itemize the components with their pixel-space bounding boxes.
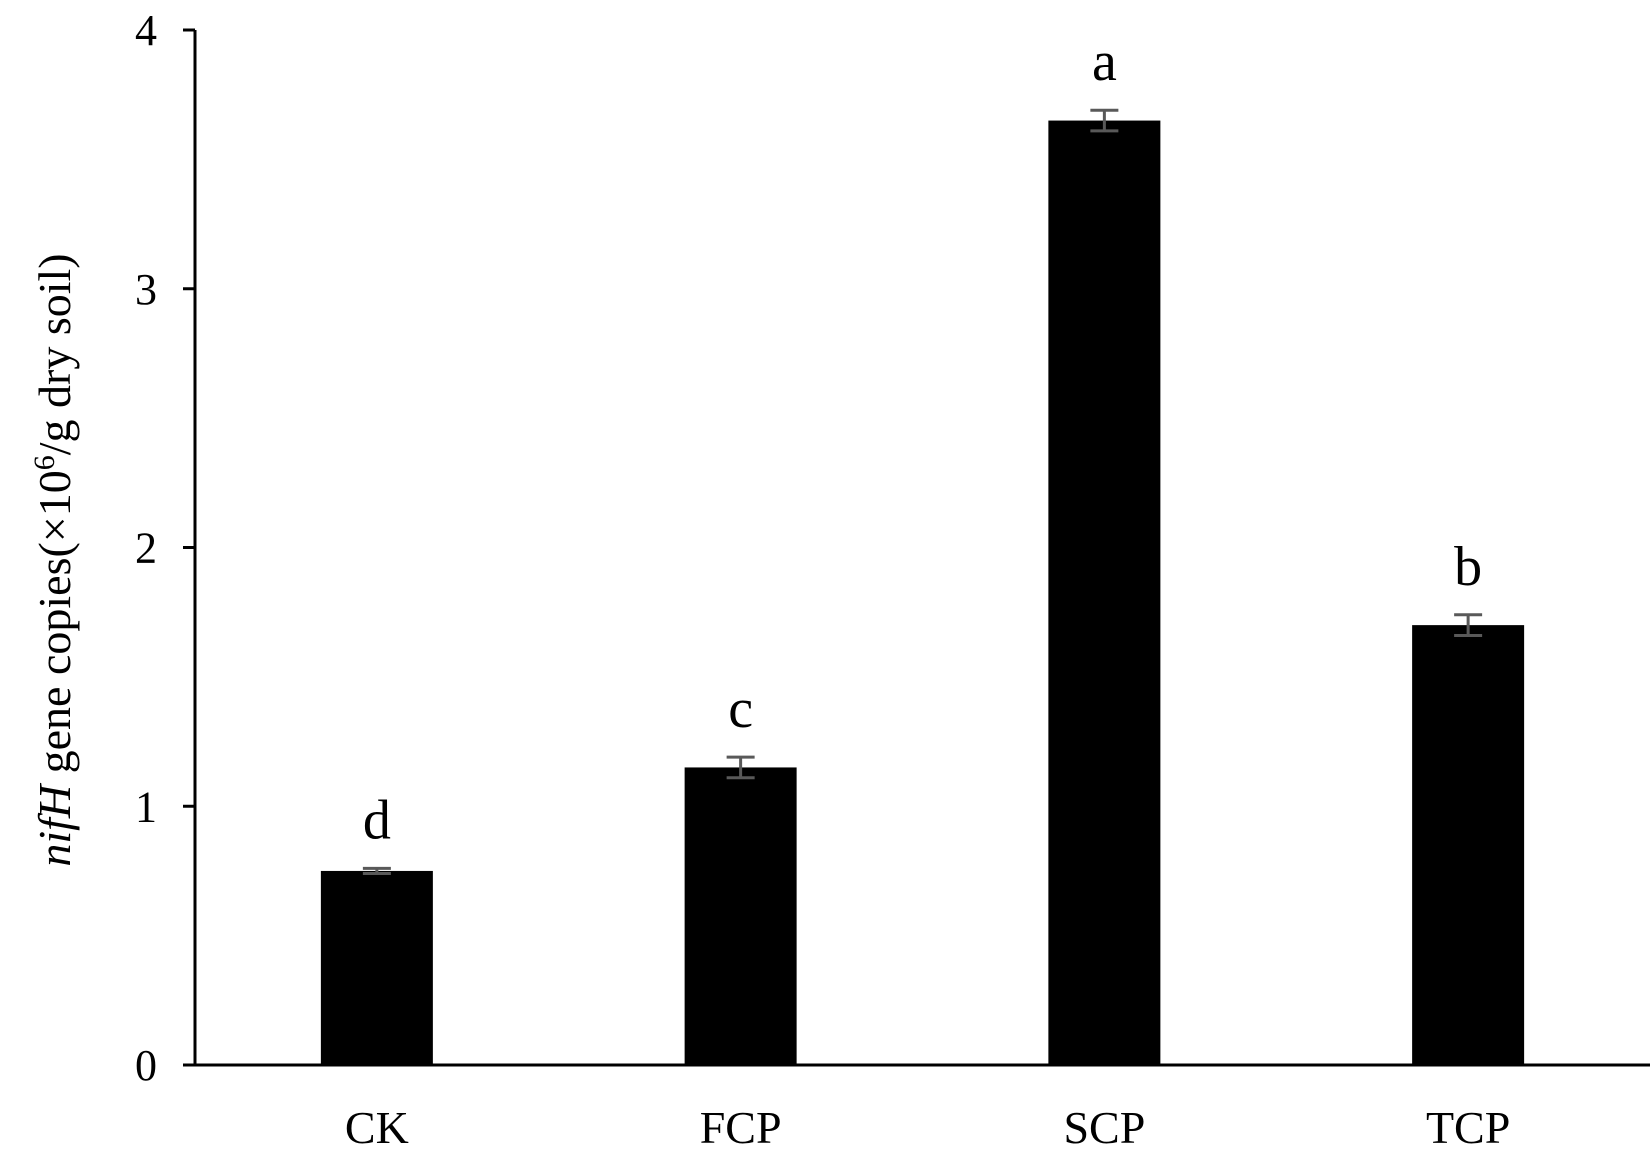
x-category-label-tcp: TCP (1426, 1102, 1510, 1153)
bar-tcp (1412, 625, 1525, 1065)
y-tick-label: 3 (135, 265, 157, 314)
x-category-label-ck: CK (345, 1102, 409, 1153)
significance-letter-tcp: b (1454, 536, 1482, 598)
y-axis-label: nifH gene copies(×106/g dry soil) (28, 253, 81, 866)
error-bars (362, 108, 1483, 876)
y-tick-label: 1 (135, 782, 157, 831)
y-tick-label: 0 (135, 1041, 157, 1090)
y-axis-label-unit-post: /g dry soil) (29, 253, 80, 455)
bar-ck (320, 870, 433, 1065)
significance-letters: d c a b (363, 31, 1482, 851)
x-category-labels: CK FCP SCP TCP (345, 1102, 1510, 1153)
significance-letter-fcp: c (728, 678, 753, 740)
y-tick-label: 2 (135, 524, 157, 573)
y-ticks: 0 1 2 3 4 (135, 6, 195, 1090)
significance-letter-ck: d (363, 789, 391, 851)
y-axis-label-exponent: 6 (28, 455, 61, 470)
x-category-label-scp: SCP (1063, 1102, 1145, 1153)
y-axis-label-unit-pre: gene copies(×10 (29, 470, 80, 785)
y-axis-label-gene: nifH (29, 782, 80, 867)
bar-fcp (684, 767, 797, 1065)
y-tick-label: 4 (135, 6, 157, 55)
bars (320, 120, 1525, 1065)
bar-scp (1048, 120, 1161, 1065)
significance-letter-scp: a (1092, 31, 1117, 93)
x-category-label-fcp: FCP (700, 1102, 782, 1153)
